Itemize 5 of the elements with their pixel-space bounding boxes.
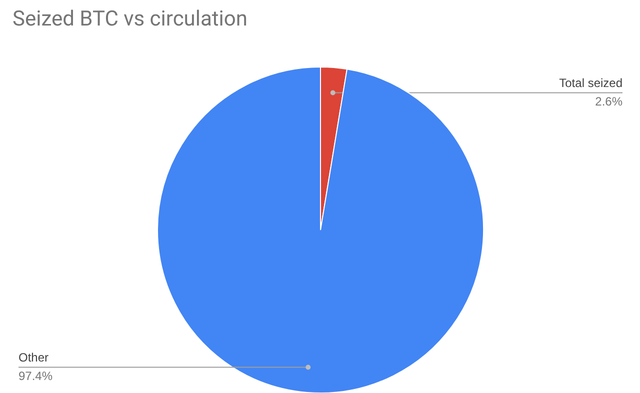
data-label: 97.4% <box>18 369 53 384</box>
slice-label: Total seized <box>559 76 623 90</box>
slice-label: Other <box>18 350 49 365</box>
chart-title: Seized BTC vs circulation <box>12 8 248 32</box>
data-label: 2.6% <box>595 94 623 109</box>
